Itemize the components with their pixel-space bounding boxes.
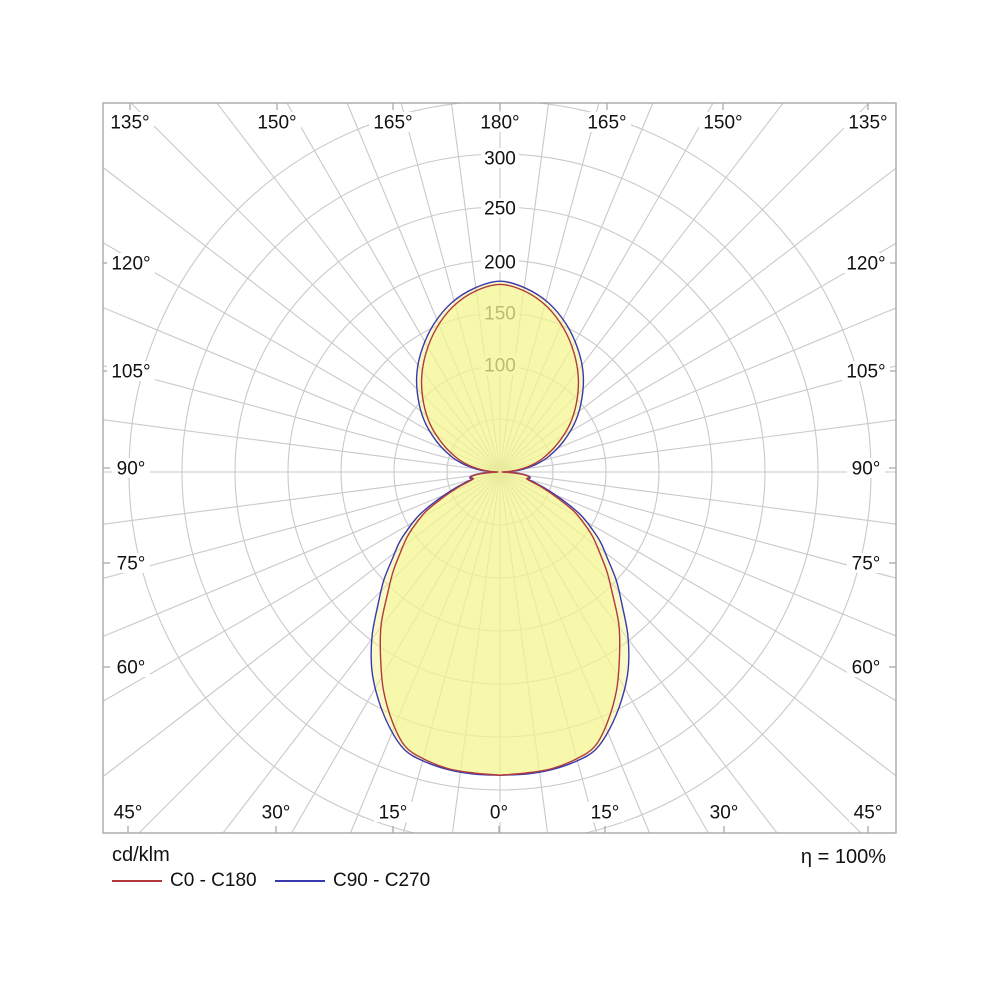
lobe-fill-c0: [380, 284, 620, 776]
angle-label-top-5-bg: [699, 112, 747, 132]
angle-label-left-4: 60°: [117, 658, 146, 679]
angle-label-right-1: 105°: [846, 362, 885, 383]
radial-label-1: 250: [484, 199, 516, 220]
angle-label-top-0: 135°: [110, 113, 149, 134]
angle-label-bottom-6: 45°: [854, 803, 883, 824]
legend-item-c0-c180: C0 - C180: [112, 870, 257, 892]
grid-ray: [103, 471, 501, 638]
angle-label-bottom-3-bg: [485, 802, 513, 822]
angle-label-top-4-bg: [583, 112, 631, 132]
legend-item-c90-c270: C90 - C270: [275, 870, 430, 892]
angle-label-right-3-bg: [847, 553, 885, 573]
angle-label-top-2-bg: [369, 112, 417, 132]
angle-label-bottom-4: 15°: [591, 803, 620, 824]
angle-label-left-2-bg: [112, 458, 150, 478]
angle-label-left-0-bg: [107, 253, 155, 273]
angle-label-right-1-bg: [842, 361, 890, 381]
axis-labels: 135° 150° 165° 180° 165° 150° 135° 45° 30° 15° 0° 1…: [106, 112, 892, 824]
units-label: cd/klm: [112, 844, 170, 866]
grid-ray: [499, 242, 896, 473]
angle-label-left-1-bg: [107, 361, 155, 381]
angle-label-left-3: 75°: [117, 554, 146, 575]
angle-label-bottom-0: 45°: [114, 803, 143, 824]
angle-label-top-6-bg: [844, 112, 892, 132]
radial-label-1-bg: [481, 198, 519, 218]
angle-label-bottom-3: 0°: [490, 803, 508, 824]
angle-label-top-4: 165°: [587, 113, 626, 134]
angle-label-left-3-bg: [112, 553, 150, 573]
grid-ray: [103, 242, 501, 473]
radial-label-0-bg: [481, 148, 519, 168]
angle-label-bottom-4-bg: [586, 802, 624, 822]
c90-c270-label: C90 - C270: [333, 870, 431, 891]
angle-label-right-3: 75°: [852, 554, 881, 575]
angle-label-bottom-5: 30°: [710, 803, 739, 824]
curve-c0-c180: [379, 283, 621, 777]
angle-label-bottom-2-bg: [374, 802, 412, 822]
grid-ray: [103, 471, 501, 525]
angle-label-left-2: 90°: [117, 459, 146, 480]
grid-ray: [103, 419, 501, 473]
angle-label-top-2: 165°: [373, 113, 412, 134]
angle-label-bottom-0-bg: [109, 802, 147, 822]
angle-label-left-4-bg: [112, 657, 150, 677]
angle-label-top-1: 150°: [257, 113, 296, 134]
grid-ray: [103, 306, 501, 473]
grid-ray: [499, 419, 896, 473]
radial-label-0: 300: [484, 149, 516, 170]
angle-label-right-4: 60°: [852, 658, 881, 679]
angle-label-top-3-bg: [476, 112, 524, 132]
angle-label-left-0: 120°: [111, 254, 150, 275]
efficiency-label: η = 100%: [800, 846, 886, 868]
angle-label-bottom-5-bg: [705, 802, 743, 822]
angle-label-top-5: 150°: [703, 113, 742, 134]
grid-ray: [499, 471, 896, 579]
angle-label-right-0-bg: [842, 253, 890, 273]
angle-label-bottom-6-bg: [849, 802, 887, 822]
grid-ray: [499, 471, 896, 637]
grid-ray: [499, 471, 896, 525]
angle-label-left-1: 105°: [111, 362, 150, 383]
c0-c180-label: C0 - C180: [170, 870, 257, 891]
angle-label-top-6: 135°: [848, 113, 887, 134]
grid-ray: [103, 471, 501, 579]
angle-label-right-4-bg: [847, 657, 885, 677]
curve-c90-c270: [370, 280, 630, 777]
grid-ray: [499, 307, 896, 473]
angle-label-top-1-bg: [253, 112, 301, 132]
angle-label-right-0: 120°: [846, 254, 885, 275]
angle-label-bottom-2: 15°: [379, 803, 408, 824]
angle-label-bottom-1: 30°: [262, 803, 291, 824]
angle-label-top-0-bg: [106, 112, 154, 132]
angle-label-right-2-bg: [847, 458, 885, 478]
grid-ray: [103, 365, 501, 473]
intensity-curves: [370, 280, 630, 777]
angle-label-bottom-1-bg: [257, 802, 295, 822]
frame-ticks: [103, 103, 896, 833]
angle-label-top-3: 180°: [480, 113, 519, 134]
angle-label-right-2: 90°: [852, 459, 881, 480]
grid-ray: [499, 365, 896, 473]
radial-label-2-bg: [481, 252, 519, 272]
c90-c270-line-swatch: [275, 880, 325, 882]
c0-c180-line-swatch: [112, 880, 162, 882]
radial-label-2: 200: [484, 253, 516, 274]
